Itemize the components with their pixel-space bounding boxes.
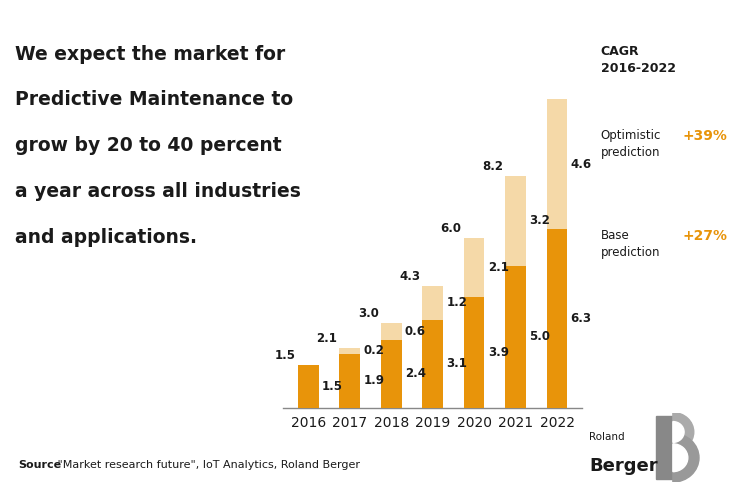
Text: 3.9: 3.9: [488, 346, 509, 359]
Text: Optimistic
prediction: Optimistic prediction: [601, 129, 661, 159]
Bar: [464, 238, 484, 297]
Text: +27%: +27%: [683, 229, 727, 243]
Bar: [464, 297, 484, 408]
Text: 1.2: 1.2: [446, 296, 467, 309]
Bar: [505, 266, 526, 408]
Text: Roland: Roland: [589, 432, 625, 442]
Wedge shape: [673, 433, 699, 482]
Text: 2.4: 2.4: [405, 367, 426, 380]
Text: 8.2: 8.2: [482, 160, 503, 173]
Text: 6.0: 6.0: [441, 222, 462, 235]
Text: +39%: +39%: [683, 129, 727, 143]
Bar: [422, 286, 443, 320]
Bar: [547, 229, 568, 408]
Text: CAGR
2016-2022: CAGR 2016-2022: [601, 45, 676, 75]
Bar: [381, 323, 401, 339]
Bar: [422, 320, 443, 408]
Text: 0.6: 0.6: [405, 325, 426, 337]
Text: a year across all industries: a year across all industries: [15, 182, 301, 201]
Text: We expect the market for: We expect the market for: [15, 45, 285, 64]
Bar: [505, 175, 526, 266]
Text: 1.5: 1.5: [322, 380, 343, 393]
Bar: [339, 354, 360, 408]
Text: Source: Source: [19, 460, 62, 470]
Text: 4.3: 4.3: [399, 270, 420, 283]
Wedge shape: [673, 413, 694, 451]
Bar: [298, 365, 319, 408]
Text: 5.0: 5.0: [529, 331, 551, 343]
Text: 0.2: 0.2: [363, 344, 384, 357]
Text: Berger: Berger: [589, 457, 658, 475]
Text: 2.1: 2.1: [316, 332, 337, 345]
Text: 2.1: 2.1: [488, 261, 509, 274]
Text: 3.2: 3.2: [529, 214, 550, 227]
Bar: [339, 348, 360, 354]
Text: Base
prediction: Base prediction: [601, 229, 660, 258]
Wedge shape: [673, 421, 684, 442]
Text: 1.9: 1.9: [363, 374, 384, 387]
Bar: [547, 99, 568, 229]
Text: 6.3: 6.3: [571, 312, 592, 325]
Text: 3.0: 3.0: [358, 307, 379, 320]
Text: "Market research future", IoT Analytics, Roland Berger: "Market research future", IoT Analytics,…: [54, 460, 360, 470]
Text: 3.1: 3.1: [446, 357, 467, 370]
Text: and applications.: and applications.: [15, 228, 197, 247]
Text: 1.5: 1.5: [275, 349, 296, 362]
Text: 4.6: 4.6: [571, 158, 592, 171]
Wedge shape: [673, 444, 688, 472]
Text: Predictive Maintenance to: Predictive Maintenance to: [15, 90, 293, 109]
Text: grow by 20 to 40 percent: grow by 20 to 40 percent: [15, 136, 281, 155]
Bar: [656, 416, 673, 479]
Bar: [381, 339, 401, 408]
